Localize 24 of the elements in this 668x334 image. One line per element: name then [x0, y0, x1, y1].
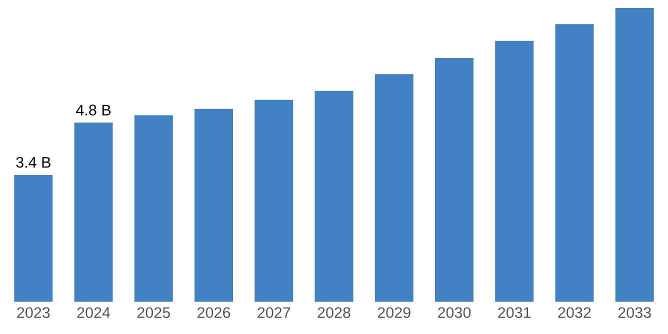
bar: [374, 74, 414, 302]
x-tick-label: 2029: [378, 307, 410, 318]
bar: [555, 24, 594, 302]
bar: [435, 58, 474, 302]
bar: [254, 100, 294, 302]
data-label: 3.4 B: [16, 156, 50, 168]
bar: [194, 108, 233, 302]
x-tick-label: 2026: [198, 307, 230, 318]
bar: [615, 8, 654, 302]
x-tick-label: 2032: [558, 307, 591, 318]
bar: [14, 174, 53, 302]
bar: [74, 122, 113, 302]
x-tick-label: 2030: [438, 307, 471, 318]
x-tick-label: 2023: [17, 307, 50, 318]
x-tick-label: 2028: [318, 307, 350, 318]
x-tick-label: 2033: [618, 307, 651, 318]
data-label: 4.8 B: [76, 104, 111, 116]
x-tick-label: 2031: [498, 307, 531, 318]
bar: [495, 40, 534, 302]
x-tick-label: 2025: [137, 307, 170, 318]
x-tick-label: 2027: [258, 307, 290, 318]
bar: [314, 90, 354, 302]
x-tick-label: 2024: [77, 307, 110, 318]
bar: [134, 115, 173, 302]
